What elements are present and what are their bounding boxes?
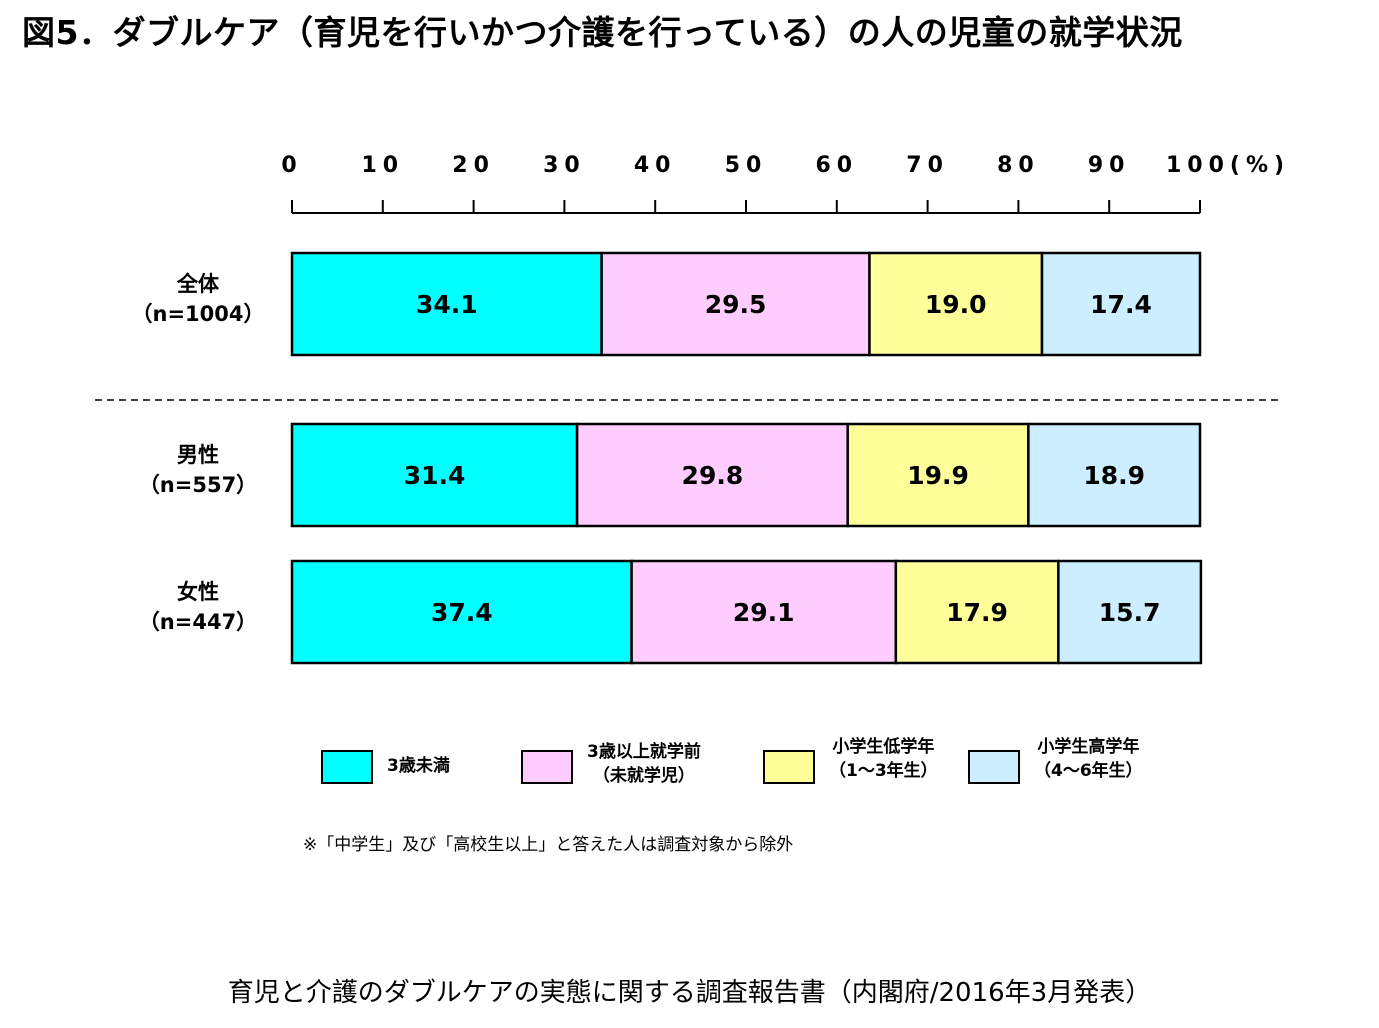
category-sample-size: （n=1004） [132,302,265,326]
legend-item-1: 3歳以上就学前 （未就学児） [521,738,751,794]
x-tick-label: 80 [997,153,1040,178]
x-axis: 0 10 20 30 40 50 60 70 80 90 100(%) [281,153,1290,214]
legend-item-3: 小学生高学年 （4～6年生） [968,737,1178,794]
data-label: 29.8 [682,461,744,490]
bar-segment [290,559,633,665]
data-label: 29.5 [705,290,767,319]
bar-segment [1040,251,1202,357]
bar-segment [1057,559,1203,665]
category-sample-size: （n=557） [139,473,257,497]
legend-label: 3歳未満 [387,756,450,776]
legend-swatch [763,750,815,784]
data-label: 29.1 [733,598,795,627]
legend-label: 小学生高学年 （4～6年生） [1034,737,1143,781]
stacked-bar-chart: 0 10 20 30 40 50 60 70 80 90 100(%) 34.1 29.5 19.0 17… [95,153,1290,665]
data-label: 17.9 [946,598,1008,627]
data-label: 19.9 [907,461,969,490]
data-label: 19.0 [925,290,987,319]
category-labels: 全体 （n=1004） 男性 （n=557） 女性 （n=447） [132,272,265,634]
data-label: 31.4 [404,461,466,490]
legend-item-0: 3歳未満 [321,738,491,794]
data-label: 15.7 [1099,598,1161,627]
x-tick-label: 50 [725,153,768,178]
category-label: 全体 [176,272,220,296]
category-sample-size: （n=447） [139,610,257,634]
x-tick-label: 90 [1088,153,1131,178]
bar-segment [868,251,1044,357]
x-tick-label: 60 [815,153,858,178]
footnote: ※「中学生」及び「高校生以上」と答えた人は調査対象から除外 [303,835,794,855]
source-caption: 育児と介護のダブルケアの実態に関する調査報告書（内閣府/2016年3月発表） [227,978,1152,1008]
legend-label: 3歳以上就学前 （未就学児） [587,742,701,786]
data-label: 34.1 [416,290,478,319]
bar-segment [630,559,898,665]
bar-segment [575,422,849,528]
x-tick-label: 70 [906,153,949,178]
bar-segment [290,251,603,357]
bar-segment [894,559,1060,665]
bar-segment [846,422,1030,528]
legend-item-2: 小学生低学年 （1～3年生） [763,737,973,794]
data-label: 37.4 [431,598,493,627]
bar-segment [1027,422,1202,528]
x-tick-label: 20 [452,153,495,178]
x-tick-label: 10 [361,153,404,178]
x-tick-label: 30 [543,153,586,178]
legend-swatch [968,750,1020,784]
legend-swatch [321,750,373,784]
data-label: 17.4 [1090,290,1152,319]
x-tick-label: 40 [634,153,677,178]
legend-label: 小学生低学年 （1～3年生） [829,737,938,781]
chart-title: 図5．ダブルケア（育児を行いかつ介護を行っている）の人の児童の就学状況 [22,13,1183,52]
bar-segment [600,251,871,357]
x-tick-label: 0 [281,153,302,178]
legend-swatch [521,750,573,784]
category-label: 女性 [177,580,219,604]
bars: 34.1 29.5 19.0 17.4 31.4 29.8 19.9 18.9 37.4 29.1… [290,251,1203,665]
data-label: 18.9 [1083,461,1145,490]
category-label: 男性 [177,443,219,467]
bar-segment [290,422,579,528]
x-tick-label: 100(%) [1166,153,1290,178]
